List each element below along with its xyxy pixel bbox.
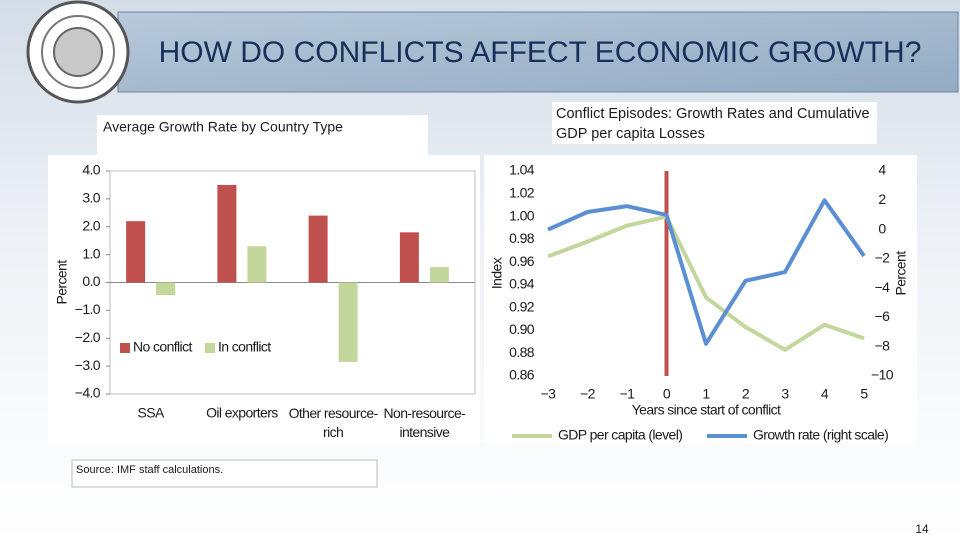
bar — [126, 221, 146, 283]
y2-tick-label: −10 — [871, 367, 894, 383]
x-tick-label: Other resource-rich — [289, 405, 379, 440]
y-tick-label: −1.0 — [75, 301, 101, 317]
x-tick-label: 5 — [860, 386, 868, 402]
y-tick-label: 0.98 — [509, 230, 535, 246]
y-axis-label: Percent — [54, 260, 70, 305]
y-tick-label: 3.0 — [82, 190, 100, 206]
y-tick-label: 0.92 — [509, 298, 535, 314]
x-tick-label: 2 — [742, 386, 750, 402]
y2-tick-label: 4 — [878, 162, 886, 178]
panel — [48, 155, 480, 443]
y-tick-label: 4.0 — [82, 162, 100, 178]
y2-axis-label: Percent — [893, 251, 909, 296]
y-tick-label: 1.0 — [82, 245, 100, 261]
title-box — [97, 115, 428, 155]
chart-title: Conflict Episodes: Growth Rates and Cumu… — [556, 106, 870, 142]
x-tick-label: Oil exporters — [206, 405, 278, 421]
y-tick-label: 0.0 — [82, 273, 100, 289]
bar — [156, 282, 176, 296]
y2-tick-label: −4 — [875, 279, 891, 295]
x-tick-label: SSA — [138, 405, 165, 421]
y2-tick-label: −8 — [875, 337, 891, 353]
bar — [399, 232, 419, 283]
title-bar — [117, 11, 959, 93]
y-tick-label: 0.88 — [509, 344, 535, 360]
legend-label: GDP per capita (level) — [558, 427, 682, 443]
y2-tick-label: −2 — [875, 250, 891, 266]
y-tick-label: 1.02 — [509, 184, 535, 200]
chart-title: Average Growth Rate by Country Type — [103, 119, 343, 135]
y2-tick-label: 0 — [878, 220, 886, 236]
legend-label: In conflict — [218, 339, 271, 355]
page-number: 14 — [915, 522, 929, 536]
y-tick-label: −2.0 — [75, 329, 101, 345]
line — [547, 198, 866, 346]
x-tick-label: 4 — [821, 386, 829, 402]
legend-label: Growth rate (right scale) — [753, 427, 888, 443]
y-tick-label: −3.0 — [75, 357, 101, 373]
bar — [247, 246, 267, 283]
y2-tick-label: 2 — [878, 191, 886, 207]
legend-swatch — [120, 343, 130, 353]
y-tick-label: 0.90 — [509, 321, 535, 337]
y-axis-label: Index — [489, 257, 505, 289]
panel — [484, 155, 917, 443]
bar — [338, 282, 358, 362]
source-box — [71, 459, 378, 488]
slide-title: HOW DO CONFLICTS AFFECT ECONOMIC GROWTH? — [159, 36, 922, 69]
y-tick-label: 1.00 — [509, 207, 535, 223]
source: Source: IMF staff calculations. — [76, 464, 223, 476]
bar — [308, 215, 328, 283]
legend-label: No conflict — [133, 339, 192, 355]
x-tick-label: −3 — [541, 386, 557, 402]
legend-swatch — [205, 343, 215, 353]
x-tick-label: 1 — [702, 386, 710, 402]
y-tick-label: −4.0 — [75, 385, 101, 401]
bar — [217, 184, 237, 283]
logo — [26, 0, 130, 104]
y2-tick-label: −6 — [875, 308, 891, 324]
y-tick-label: 0.94 — [509, 276, 535, 292]
x-tick-label: 0 — [663, 386, 671, 402]
chart-title-wrap: Conflict Episodes: Growth Rates and Cumu… — [556, 106, 870, 142]
y-tick-label: 0.96 — [509, 253, 535, 269]
x-tick-label: Non-resource-intensive — [384, 405, 467, 440]
y-tick-label: 0.86 — [509, 367, 535, 383]
x-tick-label: 3 — [781, 386, 789, 402]
line — [547, 214, 865, 352]
x-tick-label: −2 — [580, 386, 596, 402]
bar — [429, 267, 449, 283]
y-tick-label: 2.0 — [82, 217, 100, 233]
x-axis-label: Years since start of conflict — [632, 402, 781, 418]
title-box — [552, 102, 877, 144]
x-tick-label: −1 — [620, 386, 636, 402]
y-tick-label: 1.04 — [509, 162, 535, 178]
